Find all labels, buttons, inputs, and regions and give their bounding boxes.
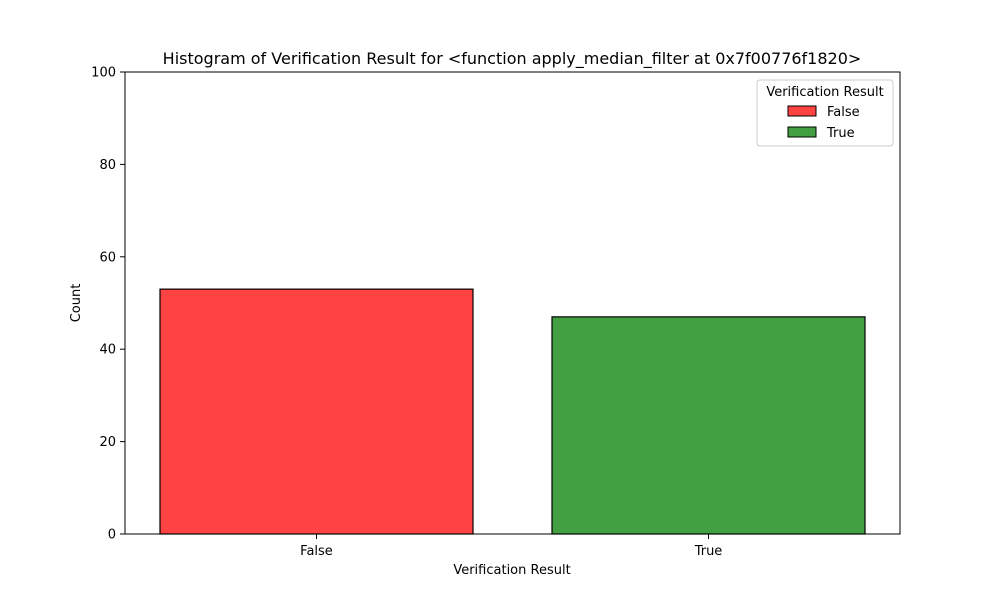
x-axis-label: Verification Result bbox=[453, 563, 570, 578]
x-axis: False True bbox=[300, 534, 722, 559]
y-tick-label: 60 bbox=[99, 250, 116, 265]
bars-group bbox=[159, 288, 866, 535]
y-tick-label: 20 bbox=[99, 435, 116, 450]
y-axis-label: Count bbox=[69, 284, 84, 323]
x-tick-label: True bbox=[694, 544, 723, 559]
legend-label-false: False bbox=[827, 105, 860, 120]
bar-true bbox=[551, 316, 866, 535]
legend-title: Verification Result bbox=[766, 85, 883, 100]
bar-false bbox=[159, 288, 474, 535]
chart-title: Histogram of Verification Result for <fu… bbox=[163, 49, 862, 69]
legend-swatch-true bbox=[787, 126, 817, 138]
y-axis: 0 20 40 60 80 100 bbox=[91, 66, 125, 543]
y-tick-label: 80 bbox=[99, 158, 116, 173]
y-tick-label: 100 bbox=[91, 66, 116, 81]
plot-frame bbox=[124, 71, 901, 535]
legend-swatch-false bbox=[787, 105, 817, 117]
y-tick-label: 40 bbox=[99, 343, 116, 358]
y-tick-label: 0 bbox=[108, 528, 116, 543]
legend-label-true: True bbox=[826, 126, 855, 141]
legend: Verification Result False True bbox=[756, 79, 894, 147]
x-tick-label: False bbox=[300, 544, 333, 559]
